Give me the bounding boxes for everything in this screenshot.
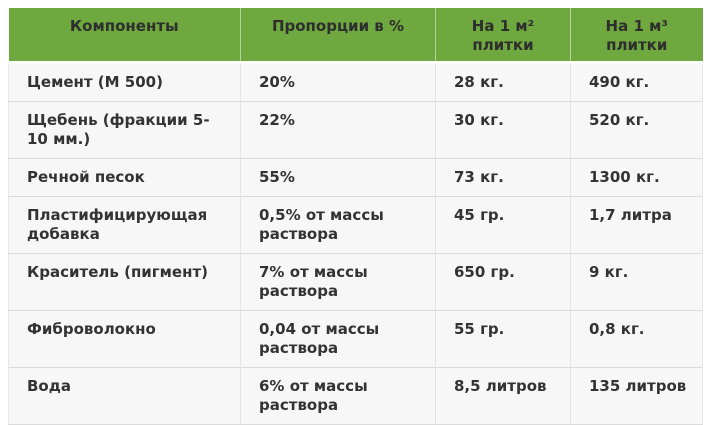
table-header: Компоненты Пропорции в % На 1 м² плитки … <box>8 8 703 64</box>
cell-per-m3: 490 кг. <box>570 62 703 102</box>
cell-component: Краситель (пигмент) <box>8 253 241 311</box>
table-row: Щебень (фракции 5-10 мм.) 22% 30 кг. 520… <box>8 101 703 159</box>
cell-proportion: 0,04 от массы раствора <box>240 310 436 368</box>
header-per-m3: На 1 м³ плитки <box>570 8 703 64</box>
cell-component: Пластифицирующая добавка <box>8 196 241 254</box>
cell-per-m2: 650 гр. <box>435 253 571 311</box>
cell-component: Щебень (фракции 5-10 мм.) <box>8 101 241 159</box>
table-row: Фиброволокно 0,04 от массы раствора 55 г… <box>8 310 703 368</box>
table-row: Речной песок 55% 73 кг. 1300 кг. <box>8 158 703 197</box>
cell-component: Вода <box>8 367 241 425</box>
cell-per-m3: 0,8 кг. <box>570 310 703 368</box>
cell-per-m2: 73 кг. <box>435 158 571 197</box>
cell-per-m3: 1300 кг. <box>570 158 703 197</box>
cell-component: Речной песок <box>8 158 241 197</box>
cell-per-m2: 8,5 литров <box>435 367 571 425</box>
cell-proportion: 22% <box>240 101 436 159</box>
table-row: Вода 6% от массы раствора 8,5 литров 135… <box>8 367 703 425</box>
cell-component: Цемент (М 500) <box>8 62 241 102</box>
cell-proportion: 55% <box>240 158 436 197</box>
table-row: Цемент (М 500) 20% 28 кг. 490 кг. <box>8 62 703 102</box>
cell-proportion: 6% от массы раствора <box>240 367 436 425</box>
cell-per-m2: 55 гр. <box>435 310 571 368</box>
components-table: Компоненты Пропорции в % На 1 м² плитки … <box>8 8 703 425</box>
header-proportions: Пропорции в % <box>240 8 436 64</box>
cell-per-m3: 520 кг. <box>570 101 703 159</box>
cell-per-m3: 135 литров <box>570 367 703 425</box>
table-body: Цемент (М 500) 20% 28 кг. 490 кг. Щебень… <box>8 62 703 425</box>
cell-per-m3: 9 кг. <box>570 253 703 311</box>
header-per-m2: На 1 м² плитки <box>435 8 571 64</box>
cell-proportion: 20% <box>240 62 436 102</box>
header-components: Компоненты <box>8 8 241 64</box>
cell-per-m2: 45 гр. <box>435 196 571 254</box>
cell-per-m2: 28 кг. <box>435 62 571 102</box>
cell-per-m3: 1,7 литра <box>570 196 703 254</box>
page: Компоненты Пропорции в % На 1 м² плитки … <box>8 8 703 425</box>
table-row: Краситель (пигмент) 7% от массы раствора… <box>8 253 703 311</box>
cell-component: Фиброволокно <box>8 310 241 368</box>
cell-per-m2: 30 кг. <box>435 101 571 159</box>
cell-proportion: 7% от массы раствора <box>240 253 436 311</box>
header-row: Компоненты Пропорции в % На 1 м² плитки … <box>8 8 703 64</box>
cell-proportion: 0,5% от массы раствора <box>240 196 436 254</box>
table-row: Пластифицирующая добавка 0,5% от массы р… <box>8 196 703 254</box>
